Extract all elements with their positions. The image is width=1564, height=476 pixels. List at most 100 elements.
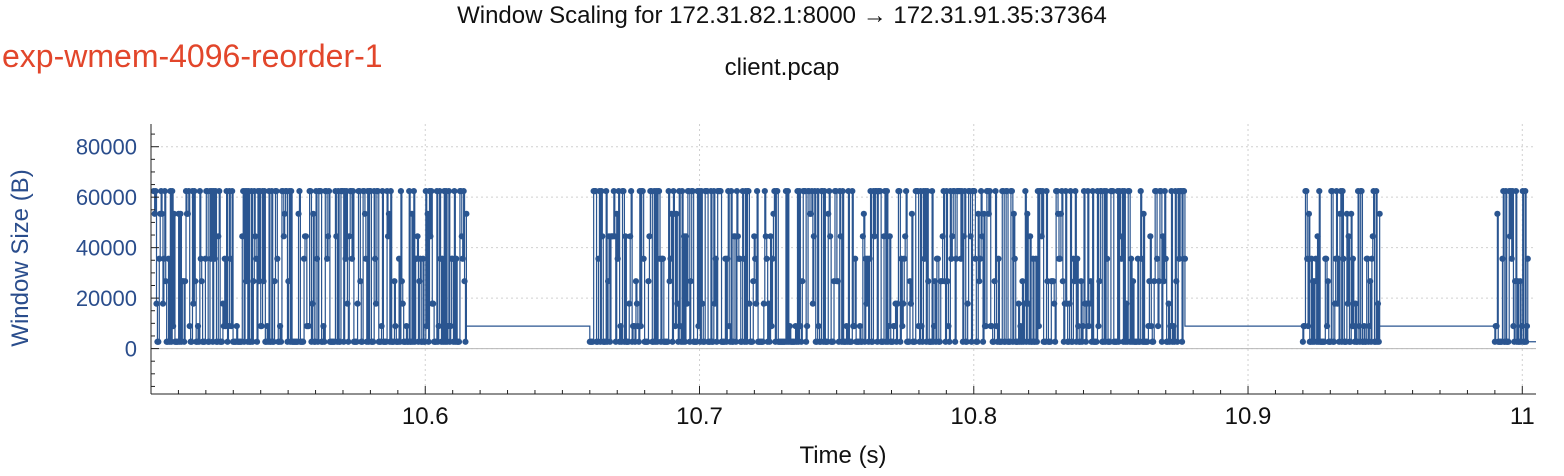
data-point [863, 300, 870, 307]
data-point [611, 233, 618, 240]
data-point [902, 233, 909, 240]
data-point [1375, 338, 1382, 345]
data-point [695, 323, 702, 330]
data-point [617, 323, 624, 330]
data-point [925, 278, 932, 285]
data-point [249, 338, 256, 345]
data-point [1323, 255, 1330, 262]
data-point [273, 188, 280, 195]
x-tick-label-3: 10.9 [1225, 403, 1272, 430]
data-point [766, 338, 773, 345]
data-point [726, 323, 733, 330]
data-point [324, 233, 332, 240]
data-point [1066, 300, 1073, 307]
data-point [1376, 210, 1383, 217]
data-point [848, 338, 855, 345]
data-point [687, 278, 694, 285]
data-point [333, 233, 340, 240]
data-point [1512, 188, 1520, 195]
data-point [1336, 210, 1344, 217]
data-point [689, 188, 696, 195]
data-point [645, 278, 652, 285]
data-point [1347, 338, 1354, 345]
data-point [218, 338, 226, 345]
data-point [988, 323, 995, 330]
chart-subtitle: client.pcap [724, 54, 840, 81]
data-point [859, 233, 866, 240]
data-point [664, 338, 671, 345]
data-point [1170, 323, 1177, 330]
data-point [924, 188, 931, 195]
data-point [1517, 278, 1524, 285]
data-point [170, 210, 178, 217]
data-point [1174, 338, 1181, 345]
data-point [459, 255, 466, 262]
data-point [313, 255, 321, 262]
data-point [344, 300, 351, 307]
data-point [798, 338, 805, 345]
data-point [803, 338, 810, 345]
data-point [342, 255, 349, 262]
data-point [669, 338, 676, 345]
data-point [784, 188, 791, 195]
data-point [211, 255, 218, 262]
data-point [159, 300, 167, 307]
data-point [770, 210, 777, 217]
data-point [1373, 188, 1380, 195]
data-point [1115, 338, 1122, 345]
data-point [673, 210, 680, 217]
data-point [699, 300, 706, 307]
data-point [734, 233, 741, 240]
data-point [1510, 323, 1517, 330]
data-point [192, 278, 199, 285]
data-point [1150, 338, 1157, 345]
data-point [169, 188, 176, 195]
data-point [869, 338, 876, 345]
data-point [198, 278, 205, 285]
data-point [1518, 323, 1525, 330]
data-point [253, 255, 260, 262]
data-point [285, 278, 292, 285]
data-point [931, 278, 939, 285]
data-point [1128, 255, 1135, 262]
x-tick-label-4: 11 [1510, 403, 1535, 430]
data-point [371, 255, 379, 262]
data-point [1079, 323, 1087, 330]
data-point [851, 323, 858, 330]
data-point [896, 188, 903, 195]
data-point [746, 300, 753, 307]
data-point [325, 188, 333, 195]
data-point [809, 300, 816, 307]
data-point [751, 233, 758, 240]
data-point [1123, 300, 1130, 307]
data-point [856, 323, 864, 330]
data-point [414, 233, 421, 240]
data-point [1358, 188, 1365, 195]
data-point [385, 210, 393, 217]
data-point [971, 188, 978, 195]
data-point [829, 338, 837, 345]
data-point [1011, 255, 1018, 262]
data-point [428, 188, 435, 195]
data-point [1047, 338, 1054, 345]
chart-title: Window Scaling for 172.31.82.1:8000 → 17… [457, 2, 1107, 29]
data-point [918, 323, 925, 330]
data-point [1494, 210, 1501, 217]
data-point [815, 323, 822, 330]
data-point [182, 278, 189, 285]
data-point [406, 188, 413, 195]
data-point [968, 338, 975, 345]
data-point [1035, 323, 1042, 330]
data-point [880, 233, 888, 240]
data-point [430, 300, 437, 307]
data-point [1062, 188, 1069, 195]
data-point [1015, 300, 1022, 307]
data-point [384, 233, 392, 240]
data-point [928, 188, 936, 195]
data-point [1159, 233, 1166, 240]
data-point [1057, 210, 1065, 217]
experiment-label: exp-wmem-4096-reorder-1 [2, 38, 383, 74]
data-point [797, 323, 804, 330]
data-point [677, 323, 684, 330]
